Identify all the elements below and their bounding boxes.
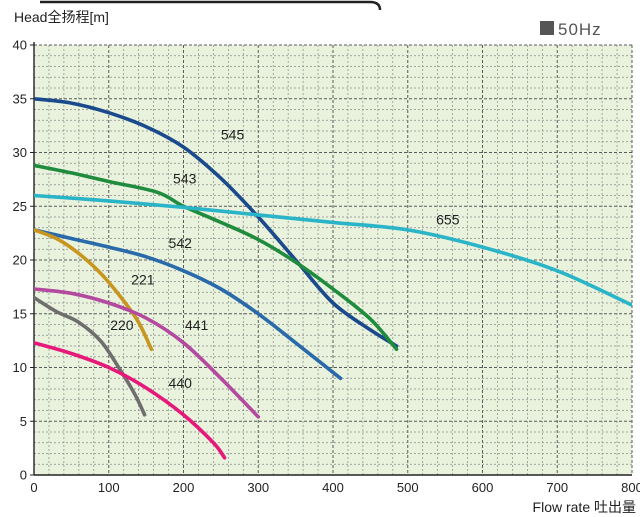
series-label-545: 545 bbox=[221, 127, 245, 143]
x-tick-label: 400 bbox=[322, 480, 344, 495]
series-label-440: 440 bbox=[169, 375, 193, 391]
y-axis-label: Head全扬程[m] bbox=[14, 9, 109, 25]
series-line-542 bbox=[34, 228, 343, 381]
x-tick-label: 800 bbox=[621, 480, 640, 495]
y-tick-label: 0 bbox=[20, 468, 27, 483]
top-frame-line bbox=[40, 0, 382, 11]
x-tick-label: 500 bbox=[397, 480, 419, 495]
x-tick-label: 200 bbox=[173, 480, 195, 495]
y-tick-label: 5 bbox=[20, 414, 27, 429]
series-line-220 bbox=[34, 295, 147, 417]
y-tick-label: 35 bbox=[13, 91, 27, 106]
axes: 0 100 200 300 400 500 600 700 800 0 5 10 15 20 25 30 35 4… bbox=[13, 38, 640, 496]
y-tick-label: 25 bbox=[13, 199, 27, 214]
y-tick-label: 20 bbox=[13, 253, 27, 268]
series-labels: 545 543 655 542 221 441 220 440 bbox=[110, 127, 459, 391]
x-tick-label: 700 bbox=[546, 480, 568, 495]
series-label-542: 542 bbox=[169, 235, 193, 251]
x-tick-label: 0 bbox=[30, 480, 37, 495]
y-tick-label: 30 bbox=[13, 145, 27, 160]
series-line-221 bbox=[34, 228, 154, 351]
series-line-440 bbox=[34, 341, 227, 460]
series-label-441: 441 bbox=[185, 317, 209, 333]
frequency-badge: 50Hz bbox=[558, 20, 602, 39]
series-label-543: 543 bbox=[173, 171, 197, 187]
y-tick-label: 10 bbox=[13, 360, 27, 375]
y-tick-label: 15 bbox=[13, 306, 27, 321]
x-axis-label: Flow rate 吐出量 bbox=[533, 499, 636, 515]
series-line-441 bbox=[34, 287, 261, 419]
x-tick-label: 600 bbox=[472, 480, 494, 495]
x-tick-label: 300 bbox=[247, 480, 269, 495]
series-line-545 bbox=[34, 97, 399, 348]
series-label-655: 655 bbox=[436, 212, 460, 228]
series-group bbox=[34, 97, 632, 460]
x-tick-label: 100 bbox=[98, 480, 120, 495]
series-line-655 bbox=[34, 193, 632, 307]
series-label-221: 221 bbox=[131, 272, 155, 288]
badge-square-icon bbox=[540, 21, 554, 35]
y-tick-label: 40 bbox=[13, 38, 27, 53]
series-line-543 bbox=[34, 163, 399, 351]
series-label-220: 220 bbox=[110, 317, 134, 333]
